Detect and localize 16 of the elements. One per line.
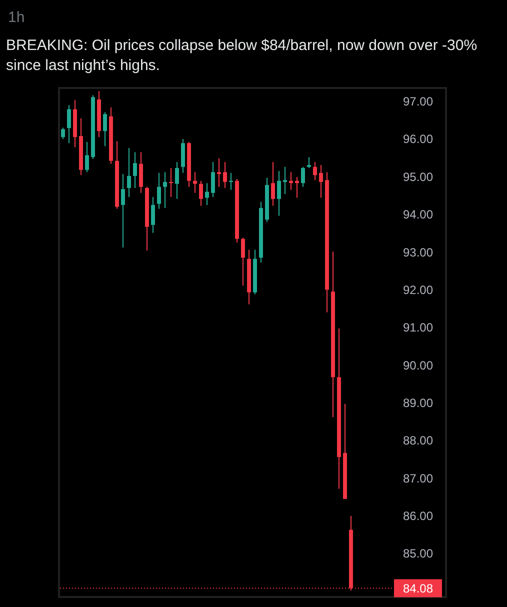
chart-subtitle: 1h bbox=[8, 9, 25, 26]
y-tick-label: 91.00 bbox=[402, 320, 434, 335]
y-tick-label: 92.00 bbox=[402, 282, 434, 297]
y-tick-label: 88.00 bbox=[402, 434, 434, 448]
chart-title: BREAKING: Oil prices collapse below $84/barrel, now down over -30% since last night’s highs. bbox=[6, 37, 478, 74]
y-tick-label: 85.00 bbox=[402, 546, 434, 561]
y-tick-label: 90.00 bbox=[402, 358, 434, 372]
y-tick-label: 95.00 bbox=[402, 170, 434, 184]
y-tick-label: 97.00 bbox=[402, 94, 434, 109]
y-tick-label: 89.00 bbox=[402, 396, 434, 410]
ref-line-label: 84.08 bbox=[402, 581, 434, 596]
y-tick-label: 86.00 bbox=[402, 509, 434, 524]
y-tick-label: 87.00 bbox=[402, 471, 434, 486]
y-tick-label: 93.00 bbox=[402, 245, 434, 260]
y-tick-label: 94.00 bbox=[402, 208, 434, 222]
y-tick-label: 96.00 bbox=[402, 132, 434, 146]
